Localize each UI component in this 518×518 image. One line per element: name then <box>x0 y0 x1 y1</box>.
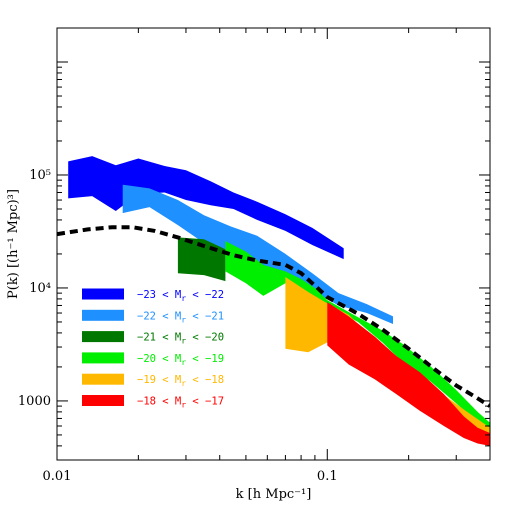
model-curve-group <box>57 225 490 408</box>
y-tick-label: 10⁵ <box>29 168 51 183</box>
y-axis-label: P(k) [(h⁻¹ Mpc)³] <box>6 189 21 299</box>
band-series-2 <box>122 184 393 324</box>
legend-label: −18 < Mr < −17 <box>137 396 224 410</box>
x-axis-label: k [h Mpc⁻¹] <box>236 487 312 502</box>
legend-label: −22 < Mr < −21 <box>137 310 224 324</box>
band-series-1 <box>68 156 344 260</box>
legend-swatch <box>82 288 124 300</box>
legend-label: −20 < Mr < −19 <box>137 353 224 367</box>
legend: −23 < Mr < −22 −22 < Mr < −21 −21 < Mr < −… <box>82 288 224 410</box>
legend-swatch <box>82 352 124 364</box>
legend-swatch <box>82 373 124 385</box>
legend-label: −21 < Mr < −20 <box>137 332 224 346</box>
axis-ticks <box>56 27 491 461</box>
y-tick-label: 10⁴ <box>29 281 51 296</box>
band-series-6 <box>327 302 490 446</box>
tick-labels: 0.01 0.1 1000 10⁴ 10⁵ <box>18 168 338 484</box>
x-tick-label: 0.1 <box>317 469 338 484</box>
legend-swatch <box>82 309 124 321</box>
plot-frame <box>56 27 491 461</box>
model-curve <box>57 225 490 408</box>
legend-label: −19 < Mr < −18 <box>137 374 224 388</box>
y-tick-label: 1000 <box>18 394 51 409</box>
legend-label: −23 < Mr < −22 <box>137 289 224 303</box>
x-tick-label: 0.01 <box>43 469 72 484</box>
legend-swatch <box>82 331 124 343</box>
error-bands <box>68 156 490 446</box>
legend-swatch <box>82 395 124 406</box>
